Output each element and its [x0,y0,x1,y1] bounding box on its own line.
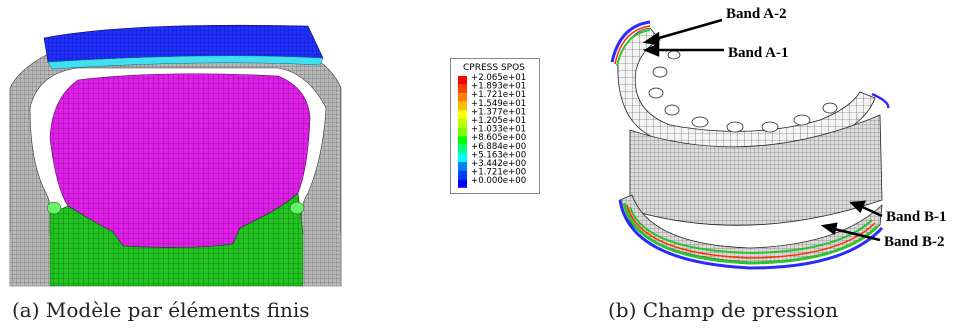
legend-swatch [458,127,467,137]
legend-swatch [458,110,467,119]
legend-value: +5.163e+00 [471,150,526,160]
legend-swatch [458,76,467,85]
legend-value: +1.033e+01 [471,125,526,135]
caption-b: (b) Champ de pression [608,298,839,322]
legend-value: +0.000e+00 [471,176,526,186]
legend-svg: CPRESS SPOS +2.065e+01+1.893e+01+1.721e+… [450,58,540,194]
fe-model-image [8,18,343,288]
caption-a: (a) Modèle par éléments finis [12,298,310,322]
legend-value: +3.442e+00 [471,159,526,169]
band-a1-label: Band A-1 [728,45,788,61]
legend-value: +1.377e+01 [471,107,526,117]
legend-swatch [458,153,467,162]
legend-swatch [458,101,467,111]
legend-swatch [458,144,467,154]
legend-swatch [458,119,467,128]
legend-swatch [458,179,467,188]
legend-value: +1.721e+01 [471,90,526,100]
legend-value: +1.549e+01 [471,99,526,109]
band-b2-label: Band B-2 [884,234,944,250]
legend-swatch [458,136,467,145]
legend-value: +1.893e+01 [471,82,526,92]
legend-entries: +2.065e+01+1.893e+01+1.721e+01+1.549e+01… [458,73,526,188]
tire-cross-section-illustration [9,24,342,287]
legend-value: +6.884e+00 [471,142,526,152]
legend-swatch [458,93,467,102]
pressure-field-image: Band A-2 Band A-1 Band B-1 Band B-2 [590,0,978,290]
legend-swatch [458,162,467,171]
legend-value: +8.605e+00 [471,133,526,143]
legend-swatch [458,84,467,94]
pressure-field-illustration: Band A-2 Band A-1 Band B-1 Band B-2 [610,6,946,270]
legend-swatch [458,170,467,180]
band-b1-label: Band B-1 [886,209,946,225]
band-a2-label: Band A-2 [726,6,786,22]
pressure-legend: CPRESS SPOS +2.065e+01 +1.893e+01 +1.721e+… [450,58,540,194]
legend-value: +1.205e+01 [471,116,526,126]
legend-title: CPRESS SPOS [463,63,525,73]
legend-value: +1.721e+00 [471,168,526,178]
legend-value: +2.065e+01 [471,73,526,83]
